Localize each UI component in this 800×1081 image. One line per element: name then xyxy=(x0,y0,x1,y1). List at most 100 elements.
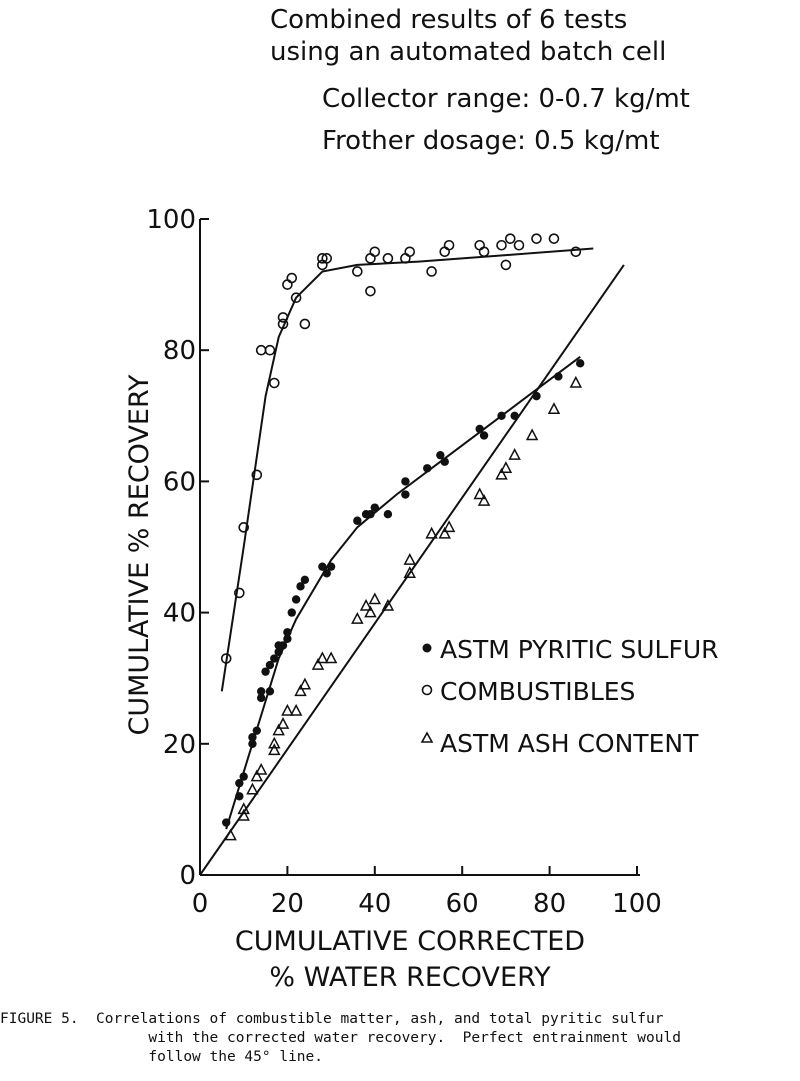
point-pyritic-sulfur xyxy=(256,687,266,696)
x-axis-label-line-1: CUMULATIVE CORRECTED xyxy=(235,926,585,957)
point-ash-content xyxy=(224,828,237,841)
point-ash-content xyxy=(508,448,521,460)
point-pyritic-sulfur xyxy=(248,733,257,742)
fit-line-2 xyxy=(220,247,594,692)
point-pyritic-sulfur xyxy=(366,510,375,519)
point-combustibles xyxy=(443,239,455,251)
chart-subtitle-collector: Collector range: 0-0.7 kg/mt xyxy=(322,84,690,114)
legend-marker-ash-content xyxy=(420,731,434,743)
point-pyritic-sulfur xyxy=(479,431,489,440)
point-pyritic-sulfur xyxy=(423,464,432,473)
point-ash-content xyxy=(359,598,373,611)
point-combustibles xyxy=(220,653,232,664)
point-pyritic-sulfur xyxy=(370,503,379,512)
point-ash-content xyxy=(254,762,268,775)
point-ash-content xyxy=(525,428,539,441)
point-pyritic-sulfur xyxy=(353,516,362,525)
y-tick-label: 80 xyxy=(163,336,196,366)
point-ash-content xyxy=(403,553,417,565)
point-ash-content xyxy=(381,598,395,611)
point-combustibles xyxy=(255,344,267,356)
point-combustibles xyxy=(286,272,298,284)
point-combustibles xyxy=(548,233,560,244)
point-ash-content xyxy=(316,651,329,664)
x-tick-label: 80 xyxy=(533,889,566,919)
x-tick-label: 60 xyxy=(446,889,479,919)
point-ash-content xyxy=(289,703,303,716)
point-pyritic-sulfur xyxy=(326,562,336,571)
caption-line-2: with the corrected water recovery. Perfe… xyxy=(148,1030,681,1046)
point-ash-content xyxy=(368,592,382,605)
point-ash-content xyxy=(298,677,312,690)
x-tick-label: 0 xyxy=(192,889,209,919)
point-combustibles xyxy=(426,266,437,277)
point-combustibles xyxy=(382,253,394,264)
point-combustibles xyxy=(238,522,249,533)
point-combustibles xyxy=(251,469,263,481)
point-pyritic-sulfur xyxy=(265,687,275,696)
point-pyritic-sulfur xyxy=(252,726,262,735)
point-pyritic-sulfur xyxy=(383,510,393,519)
point-pyritic-sulfur xyxy=(287,608,296,617)
point-pyritic-sulfur xyxy=(222,818,231,827)
point-combustibles xyxy=(478,246,490,258)
point-ash-content xyxy=(268,736,281,749)
point-pyritic-sulfur xyxy=(497,411,506,420)
chart-title-line-2: using an automated batch cell xyxy=(270,37,666,67)
point-combustibles xyxy=(500,259,512,271)
point-combustibles xyxy=(277,318,289,330)
point-combustibles xyxy=(496,239,507,251)
point-ash-content xyxy=(499,461,513,474)
point-pyritic-sulfur xyxy=(440,457,449,466)
chart: Combined results of 6 tests using an aut… xyxy=(124,5,719,993)
point-pyritic-sulfur xyxy=(322,569,331,578)
caption-line-1: Correlations of combustible matter, ash,… xyxy=(96,1011,664,1027)
point-pyritic-sulfur xyxy=(401,477,410,486)
point-ash-content xyxy=(438,526,451,539)
point-combustibles xyxy=(317,253,328,264)
point-ash-content xyxy=(364,605,377,618)
point-combustibles xyxy=(321,253,333,264)
point-ash-content xyxy=(495,467,508,480)
point-pyritic-sulfur xyxy=(261,667,270,676)
y-axis-label: CUMULATIVE % RECOVERY xyxy=(124,374,155,736)
point-combustibles xyxy=(290,292,302,304)
point-combustibles xyxy=(299,318,311,330)
point-pyritic-sulfur xyxy=(283,634,292,644)
figure-caption: FIGURE 5. Correlations of combustible ma… xyxy=(0,1010,800,1067)
point-combustibles xyxy=(365,285,376,297)
point-ash-content xyxy=(272,723,285,736)
point-combustibles xyxy=(570,246,582,258)
point-ash-content xyxy=(246,782,259,795)
y-tick-label: 40 xyxy=(163,599,196,629)
legend-label-pyritic-sulfur: ASTM PYRITIC SULFUR xyxy=(440,635,719,664)
point-ash-content xyxy=(473,487,486,500)
point-pyritic-sulfur xyxy=(248,739,257,748)
point-pyritic-sulfur xyxy=(265,660,275,670)
fit-line-1 xyxy=(225,355,581,830)
caption-label: FIGURE 5. xyxy=(0,1011,79,1027)
point-ash-content xyxy=(442,520,456,533)
point-combustibles xyxy=(404,246,416,258)
y-tick-label: 0 xyxy=(179,861,196,891)
point-ash-content xyxy=(281,703,294,716)
legend-marker-pyritic-sulfur xyxy=(422,643,432,653)
point-ash-content xyxy=(477,493,491,506)
point-ash-content xyxy=(250,769,264,782)
point-ash-content xyxy=(294,684,307,697)
point-pyritic-sulfur xyxy=(554,372,563,381)
point-pyritic-sulfur xyxy=(300,575,310,584)
point-ash-content xyxy=(237,802,250,815)
legend: ASTM PYRITIC SULFUR COMBUSTIBLES ASTM AS… xyxy=(420,635,719,758)
legend-marker-combustibles xyxy=(421,684,433,696)
point-combustibles xyxy=(277,312,289,323)
point-pyritic-sulfur xyxy=(239,772,248,781)
point-pyritic-sulfur xyxy=(283,628,292,637)
point-pyritic-sulfur xyxy=(296,582,305,591)
point-ash-content xyxy=(276,717,290,729)
point-pyritic-sulfur xyxy=(235,778,244,788)
chart-title-line-1: Combined results of 6 tests xyxy=(270,5,627,35)
legend-label-combustibles: COMBUSTIBLES xyxy=(440,677,635,706)
point-combustibles xyxy=(264,344,276,356)
point-pyritic-sulfur xyxy=(575,359,585,368)
